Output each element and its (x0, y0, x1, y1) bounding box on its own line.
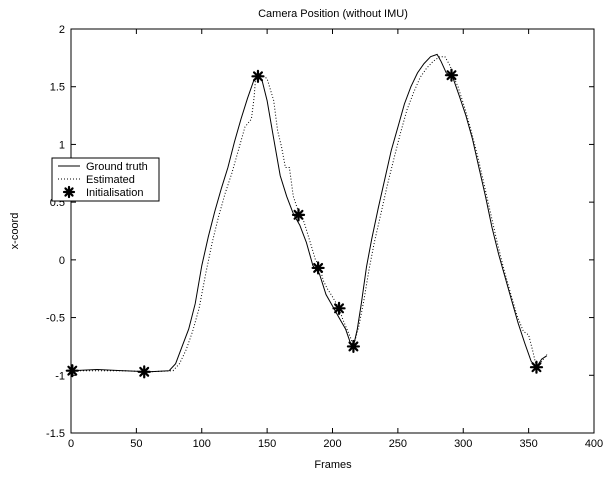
y-tick-label: -0.5 (46, 313, 65, 325)
legend-label-ground-truth: Ground truth (86, 161, 148, 173)
y-tick-label: 2 (59, 24, 65, 36)
x-tick-label: 150 (258, 438, 276, 450)
x-tick-label: 50 (130, 438, 142, 450)
initialisation-marker (529, 360, 544, 374)
x-tick-label: 400 (585, 438, 603, 450)
initialisation-marker (444, 68, 459, 82)
legend-marker-initialisation (62, 185, 76, 199)
y-tick-label: 1 (59, 139, 65, 151)
series-layer (65, 53, 548, 379)
x-tick-label: 0 (68, 438, 74, 450)
series-line-ground-truth (70, 53, 548, 373)
y-tick-label: 1.5 (50, 82, 65, 94)
x-tick-label: 300 (454, 438, 472, 450)
initialisation-marker (291, 208, 306, 222)
legend-label-estimated: Estimated (86, 174, 135, 186)
legend-label-initialisation: Initialisation (86, 187, 143, 199)
x-axis-label: Frames (314, 459, 352, 471)
ticks: 0 50 100 150 200 250 300 350 400-1.5-1-0.500.511… (46, 24, 603, 450)
y-tick-label: -1.5 (46, 428, 65, 440)
y-axis-label: x-coord (9, 213, 21, 250)
chart-title: Camera Position (without IMU) (258, 8, 408, 20)
y-tick-label: 0 (59, 255, 65, 267)
y-tick-label: -1 (55, 370, 65, 382)
x-tick-label: 200 (323, 438, 341, 450)
x-tick-label: 100 (193, 438, 211, 450)
initialisation-marker (62, 185, 76, 199)
legend: Ground truth Estimated Initialisation (51, 157, 160, 202)
x-tick-label: 250 (389, 438, 407, 450)
initialisation-marker (346, 339, 361, 354)
initialisation-marker (137, 365, 151, 379)
x-tick-label: 350 (519, 438, 537, 450)
initialisation-marker (65, 364, 79, 378)
initialisation-marker (311, 261, 325, 275)
initialisation-marker (332, 301, 346, 315)
series-line-estimated (71, 56, 548, 373)
initialisation-marker (251, 69, 265, 83)
